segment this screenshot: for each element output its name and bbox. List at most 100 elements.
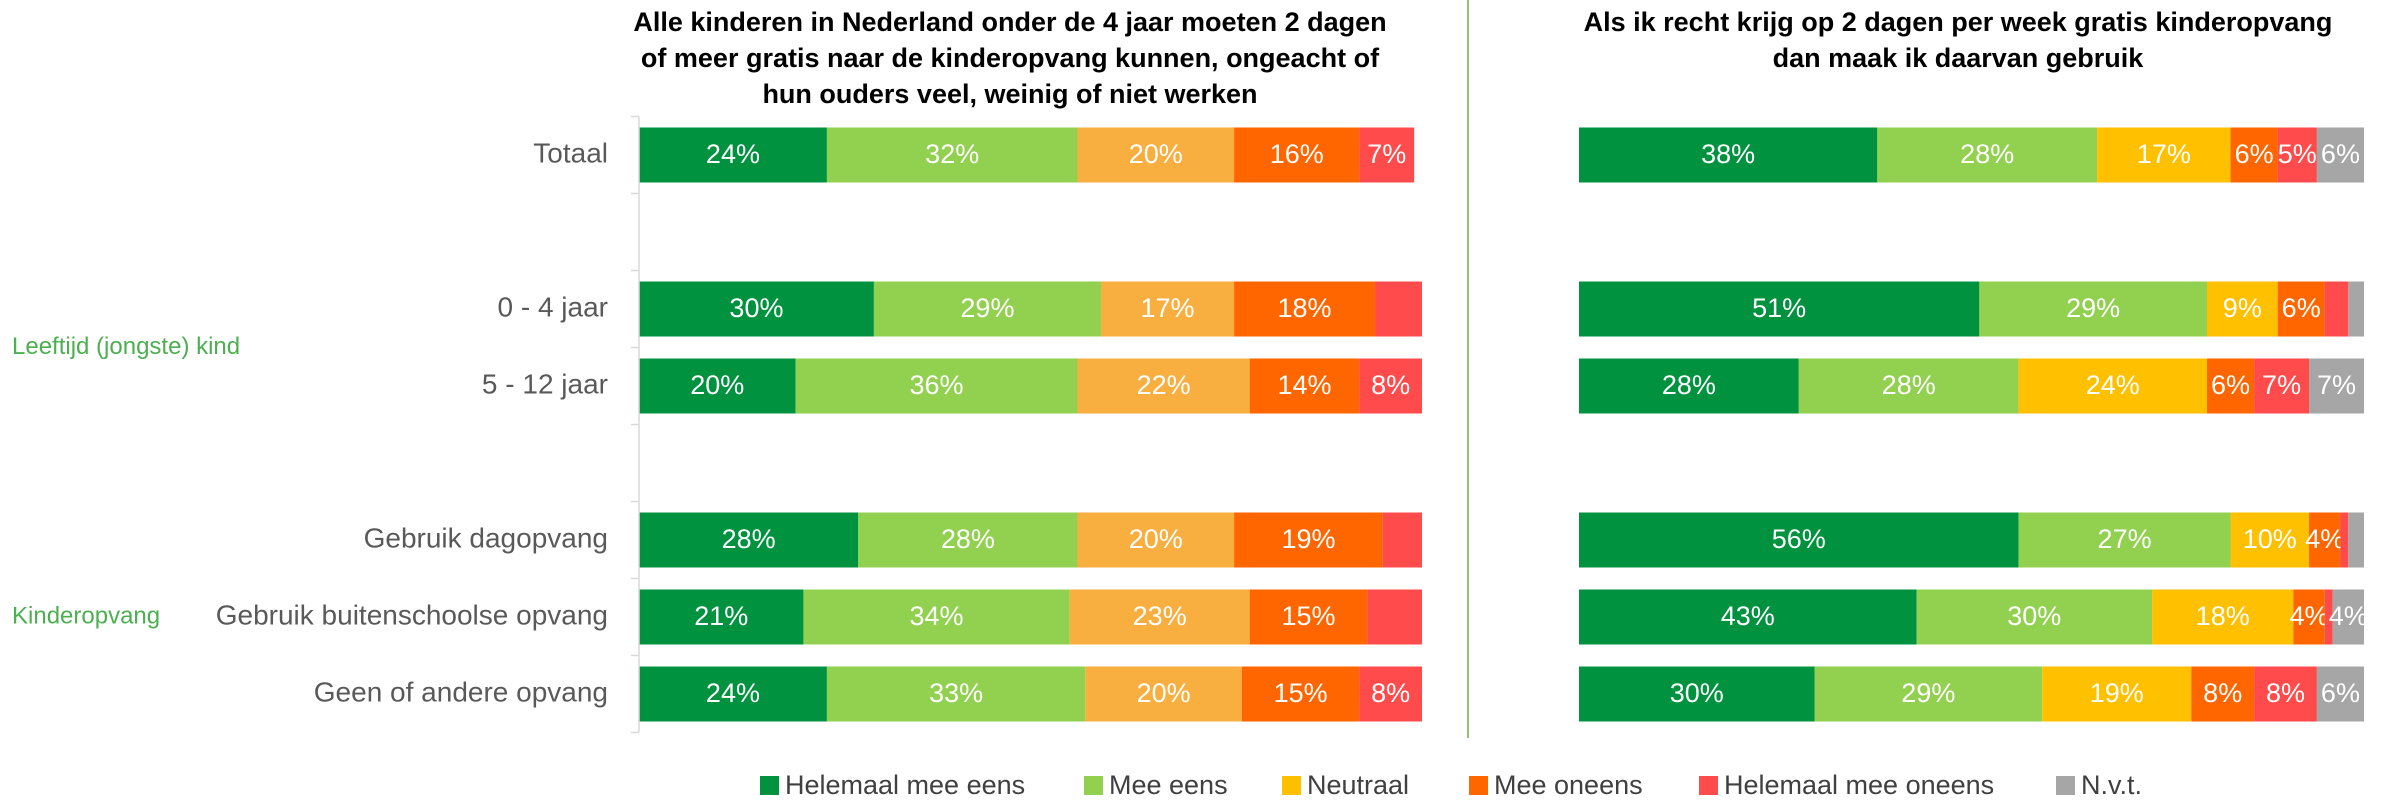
group-label: Kinderopvang [12,602,160,629]
legend-swatch [760,776,779,795]
value-label: 14% [1278,370,1332,400]
value-label: 9% [2223,293,2262,323]
legend-swatch [1084,776,1103,795]
bar-segment [1367,589,1422,645]
value-label: 8% [1371,370,1410,400]
legend-label: Neutraal [1307,770,1409,800]
bar-segment [1814,666,2043,722]
bar-segment [1077,127,1235,183]
legend-label: Helemaal mee oneens [1724,770,1994,800]
bar-segment [826,666,1086,722]
value-label: 7% [2317,370,2356,400]
value-label: 16% [1270,139,1324,169]
bar-segment [2324,281,2349,337]
value-label: 7% [1367,139,1406,169]
bar-segment [1359,358,1422,414]
bar-segment [1077,512,1235,568]
bar-segment [2097,127,2231,183]
chart-title: of meer gratis naar de kinderopvang kunn… [641,43,1380,73]
value-label: 23% [1133,601,1187,631]
value-label: 24% [2086,370,2140,400]
bar-segment [639,127,827,183]
bar-segment [2042,666,2192,722]
value-label: 29% [1901,678,1955,708]
bar-segment [1579,666,1815,722]
bar-segment [2230,512,2310,568]
value-label: 8% [2203,678,2242,708]
bar-segment [2316,666,2364,722]
value-label: 5% [2278,139,2317,169]
category-label: Geen of andere opvang [314,676,608,707]
value-label: 6% [2321,678,2360,708]
value-label: 27% [2098,524,2152,554]
bar-segment [2316,127,2364,183]
value-label: 34% [910,601,964,631]
legend-swatch [2056,776,2075,795]
value-label: 30% [729,293,783,323]
bar-segment [1579,589,1917,645]
bar-segment [1877,127,2098,183]
value-label: 29% [2066,293,2120,323]
value-label: 30% [1670,678,1724,708]
value-label: 33% [929,678,983,708]
bar-segment [2018,358,2207,414]
bar-segment [1249,589,1368,645]
value-label: 15% [1274,678,1328,708]
bar-segment [1375,281,1422,337]
bar-segment [2340,512,2349,568]
value-label: 18% [2196,601,2250,631]
bar-segment [2191,666,2255,722]
value-label: 24% [706,678,760,708]
bar-segment [858,512,1078,568]
value-label: 19% [2090,678,2144,708]
value-label: 20% [1129,524,1183,554]
bar-segment [1100,281,1235,337]
value-label: 22% [1137,370,1191,400]
bar-segment [1234,512,1383,568]
value-label: 15% [1281,601,1335,631]
bar-segment [2230,127,2278,183]
value-label: 4% [2290,601,2329,631]
value-label: 20% [1137,678,1191,708]
value-label: 4% [2329,601,2368,631]
value-label: 17% [2137,139,2191,169]
group-label: Leeftijd (jongste) kind [12,333,240,360]
bar-segment [2254,666,2317,722]
value-label: 51% [1752,293,1806,323]
value-label: 6% [2211,370,2250,400]
bar-segment [639,512,859,568]
value-label: 8% [1371,678,1410,708]
value-label: 36% [910,370,964,400]
value-label: 28% [722,524,776,554]
bar-segment [1798,358,2019,414]
chart-title: dan maak ik daarvan gebruik [1773,43,2145,73]
bar-segment [803,589,1070,645]
legend-swatch [1469,776,1488,795]
value-label: 38% [1701,139,1755,169]
chart-title: hun ouders veel, weinig of niet werken [762,79,1257,109]
value-label: 20% [1129,139,1183,169]
value-label: 21% [694,601,748,631]
value-label: 56% [1772,524,1826,554]
bar-segment [2152,589,2294,645]
bar-segment [1234,127,1360,183]
bar-segment [1579,127,1878,183]
bar-segment [639,281,874,337]
bar-segment [2277,281,2325,337]
value-label: 7% [2262,370,2301,400]
category-label: 5 - 12 jaar [482,368,608,399]
value-label: 28% [1882,370,1936,400]
value-label: 6% [2321,139,2360,169]
bar-segment [1249,358,1360,414]
bar-segment [2207,358,2255,414]
value-label: 17% [1141,293,1195,323]
value-label: 32% [925,139,979,169]
bar-segment [639,358,796,414]
value-label: 18% [1278,293,1332,323]
bar-segment [826,127,1078,183]
bar-segment [2348,281,2364,337]
value-label: 6% [2282,293,2321,323]
bar-segment [1085,666,1242,722]
category-label: Gebruik buitenschoolse opvang [216,599,608,630]
